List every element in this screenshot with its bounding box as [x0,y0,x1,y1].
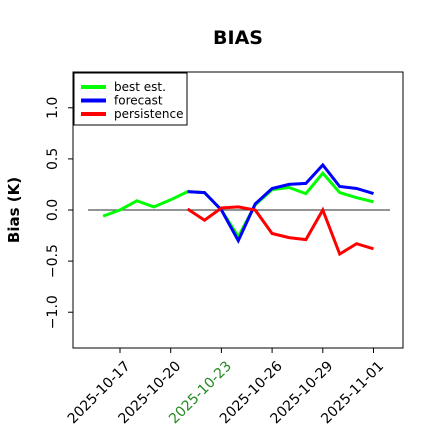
y-tick-label: 0.5 [45,148,61,170]
y-tick-label: −0.5 [45,244,61,278]
y-tick-label: −1.0 [45,295,61,329]
series-layer [102,162,374,257]
y-tick-label: 1.0 [45,97,61,119]
chart-title: BIAS [213,27,263,49]
y-axis-ticks: −1.0 −0.5 0.0 0.5 1.0 [45,97,73,329]
y-tick-label: 0.0 [45,199,61,221]
series-line-forecast [187,162,374,245]
y-axis-label: Bias (K) [5,177,23,243]
legend-entry-label: best est. [114,80,166,94]
series-line-best-est [102,170,374,240]
series-line-persistence [186,205,374,257]
legend-entry-label: forecast [114,94,163,108]
x-axis-ticks: 2025-10-172025-10-202025-10-232025-10-26… [65,348,387,427]
legend-entry-label: persistence [114,107,183,121]
